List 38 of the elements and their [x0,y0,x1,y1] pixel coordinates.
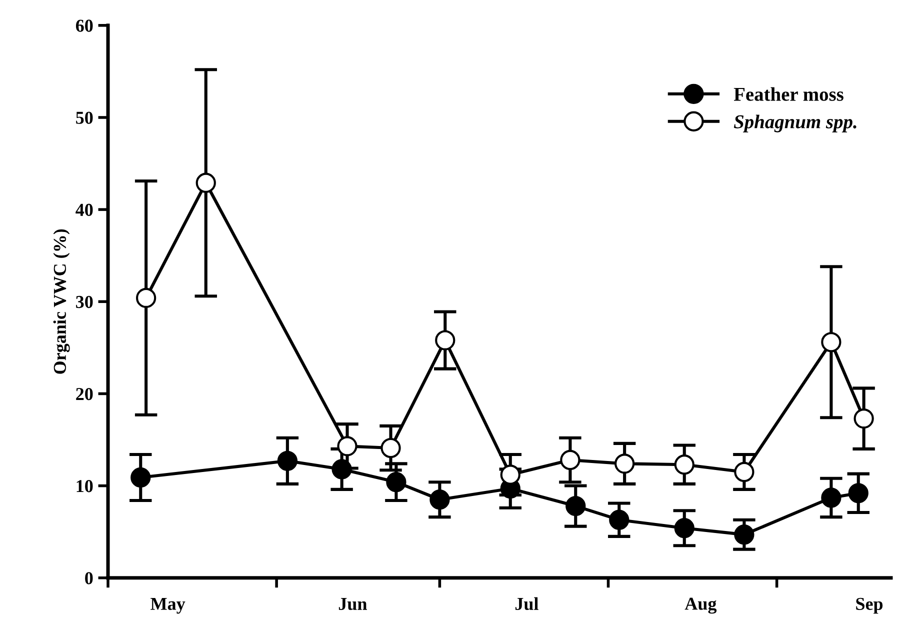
point [435,330,456,350]
point [337,436,358,456]
legend-label: Sphagnum spp. [734,114,856,132]
point [380,438,401,458]
y-tick-label: 0 [85,572,93,584]
y-tick-label: 10 [76,480,93,492]
point [386,472,406,492]
y-tick-label: 20 [76,388,93,400]
y-tick-label: 50 [76,112,93,124]
point [609,510,630,530]
x-tick-label: Jul [515,597,538,610]
point [821,488,842,508]
x-tick-label: Aug [684,598,717,614]
y-tick-label: 60 [76,20,93,32]
point [734,462,754,482]
y-axis-title: Organic VWC (%) [53,229,70,374]
y-tick-label: 40 [76,204,93,216]
point [560,450,580,470]
point [674,454,694,475]
point [854,408,874,429]
point [136,288,156,308]
point [614,454,635,474]
x-tick-label: Jun [338,598,367,610]
x-tick-label: Sep [856,598,883,614]
point [332,459,352,480]
x-tick-label: May [150,598,186,614]
point [130,467,151,488]
point [566,496,586,516]
point [848,483,868,504]
point [674,518,694,538]
point [821,332,842,352]
point [277,450,298,471]
point [430,490,450,510]
point [734,524,754,545]
point [196,172,216,193]
y-tick-label: 30 [76,296,93,308]
legend-label: Feather moss [734,87,844,101]
point [500,464,520,485]
